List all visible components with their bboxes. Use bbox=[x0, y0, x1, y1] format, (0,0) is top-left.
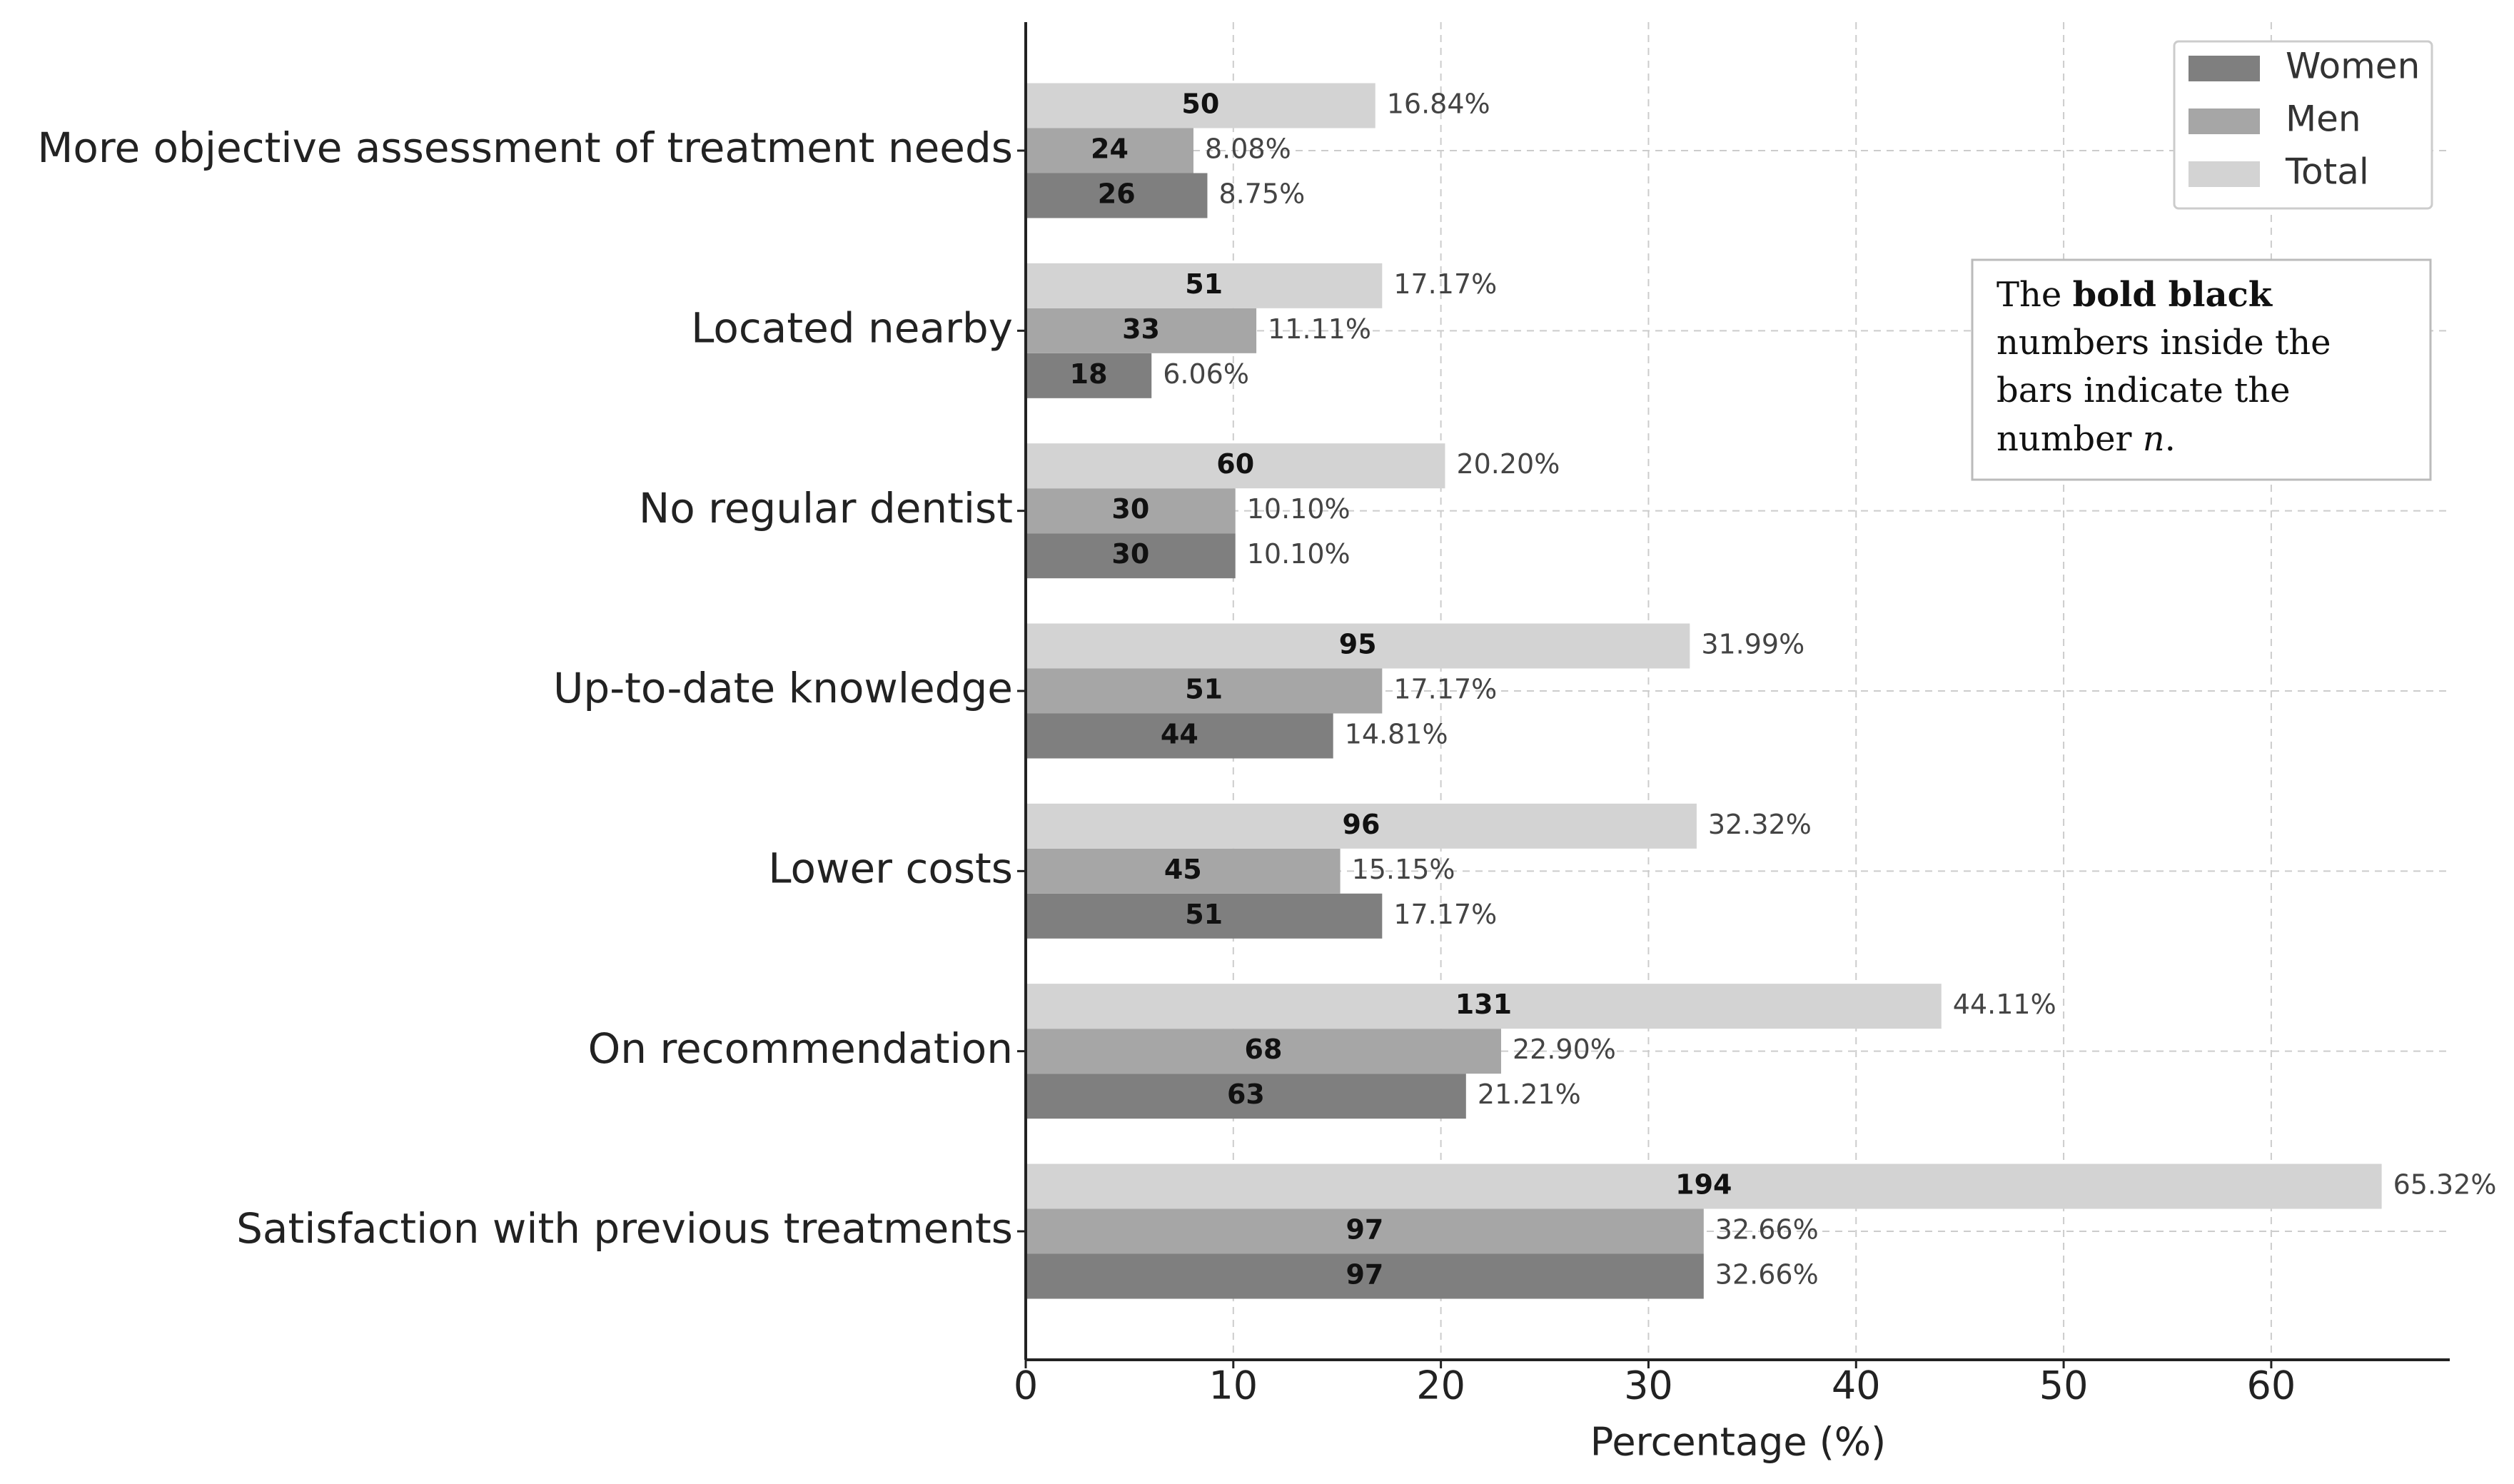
bar bbox=[1026, 1164, 2382, 1209]
legend-label: Men bbox=[2286, 99, 2361, 140]
bar bbox=[1026, 308, 1257, 353]
annotation-text: . bbox=[2165, 419, 2176, 459]
legend-swatch bbox=[2189, 108, 2260, 134]
bar bbox=[1026, 488, 1236, 534]
annotation-line: The bold black bbox=[1996, 275, 2273, 315]
bar-count: 18 bbox=[1070, 358, 1108, 390]
bar bbox=[1026, 893, 1383, 939]
bar-count: 131 bbox=[1455, 989, 1512, 1020]
bar-count: 50 bbox=[1181, 89, 1219, 120]
bar bbox=[1026, 668, 1383, 714]
annotation-line: numbers inside the bbox=[1996, 323, 2331, 363]
bar-count: 60 bbox=[1216, 448, 1254, 480]
bar-count: 51 bbox=[1185, 268, 1223, 300]
value-label: 15.15% bbox=[1352, 854, 1455, 885]
x-tick-label: 40 bbox=[1832, 1363, 1881, 1408]
y-tick-label: On recommendation bbox=[588, 1024, 1013, 1073]
value-label: 32.32% bbox=[1708, 809, 1812, 840]
bar-count: 26 bbox=[1098, 178, 1136, 210]
value-label: 10.10% bbox=[1247, 493, 1351, 525]
bar bbox=[1026, 83, 1375, 128]
legend-swatch bbox=[2189, 161, 2260, 187]
value-label: 21.21% bbox=[1478, 1079, 1581, 1110]
y-tick-label: More objective assessment of treatment n… bbox=[37, 123, 1013, 172]
value-label: 32.66% bbox=[1715, 1259, 1819, 1291]
annotation-text: numbers inside the bbox=[1996, 323, 2331, 363]
bar bbox=[1026, 263, 1383, 308]
value-label: 11.11% bbox=[1268, 313, 1371, 345]
bar bbox=[1026, 803, 1697, 849]
bar bbox=[1026, 1074, 1466, 1119]
bar-count: 24 bbox=[1091, 133, 1129, 165]
annotation-box bbox=[1971, 258, 2432, 481]
y-tick-label: Lower costs bbox=[768, 844, 1013, 892]
value-label: 65.32% bbox=[2393, 1169, 2497, 1201]
bar-count: 63 bbox=[1227, 1079, 1265, 1110]
value-label: 8.08% bbox=[1205, 133, 1291, 165]
value-label: 10.10% bbox=[1247, 538, 1351, 570]
y-tick-label: Satisfaction with previous treatments bbox=[236, 1204, 1013, 1253]
x-tick-label: 30 bbox=[1624, 1363, 1673, 1408]
bar bbox=[1026, 1253, 1704, 1299]
annotation-text: n bbox=[2143, 419, 2165, 459]
value-label: 17.17% bbox=[1393, 674, 1497, 705]
bar-count: 30 bbox=[1111, 493, 1149, 525]
x-tick-label: 60 bbox=[2247, 1363, 2296, 1408]
bar-count: 194 bbox=[1675, 1169, 1732, 1201]
annotation-text: number bbox=[1996, 419, 2143, 459]
bar bbox=[1026, 848, 1341, 894]
value-label: 17.17% bbox=[1393, 268, 1497, 300]
bar-count: 97 bbox=[1346, 1214, 1383, 1246]
bar bbox=[1026, 533, 1236, 579]
value-label: 14.81% bbox=[1345, 719, 1448, 750]
bar bbox=[1026, 1029, 1501, 1074]
bar bbox=[1026, 984, 1942, 1029]
bar-count: 97 bbox=[1346, 1259, 1383, 1291]
bar bbox=[1026, 713, 1333, 759]
bar-count: 51 bbox=[1185, 674, 1223, 705]
value-label: 16.84% bbox=[1387, 89, 1490, 120]
value-label: 32.66% bbox=[1715, 1214, 1819, 1246]
bar bbox=[1026, 443, 1445, 489]
annotation-text: bars indicate the bbox=[1996, 370, 2291, 410]
legend-label: Women bbox=[2286, 46, 2420, 87]
bar bbox=[1026, 128, 1193, 173]
y-tick-label: Located nearby bbox=[691, 303, 1013, 352]
legend-swatch bbox=[2189, 56, 2260, 81]
bar bbox=[1026, 353, 1152, 398]
value-label: 44.11% bbox=[1953, 989, 2056, 1020]
bar-count: 95 bbox=[1339, 629, 1377, 660]
bar-count: 51 bbox=[1185, 899, 1223, 930]
bar bbox=[1026, 623, 1690, 669]
bar-count: 96 bbox=[1343, 809, 1380, 840]
x-axis-label: Percentage (%) bbox=[1590, 1420, 1886, 1465]
annotation-text: bold black bbox=[2073, 275, 2273, 315]
value-label: 8.75% bbox=[1218, 178, 1305, 210]
bar-count: 30 bbox=[1111, 538, 1149, 570]
x-tick-label: 0 bbox=[1014, 1363, 1038, 1408]
legend-label: Total bbox=[2285, 151, 2369, 193]
annotation-text: The bbox=[1996, 275, 2073, 315]
value-label: 22.90% bbox=[1513, 1034, 1616, 1065]
bar bbox=[1026, 173, 1208, 218]
y-tick-label: No regular dentist bbox=[639, 484, 1013, 532]
value-label: 6.06% bbox=[1163, 358, 1249, 390]
bar-count: 44 bbox=[1161, 719, 1198, 750]
x-tick-label: 10 bbox=[1208, 1363, 1258, 1408]
value-label: 31.99% bbox=[1701, 629, 1804, 660]
bar-count: 45 bbox=[1164, 854, 1202, 885]
bar bbox=[1026, 1208, 1704, 1254]
value-label: 17.17% bbox=[1393, 899, 1497, 930]
value-label: 20.20% bbox=[1456, 448, 1560, 480]
annotation-line: bars indicate the bbox=[1996, 370, 2291, 410]
y-tick-label: Up-to-date knowledge bbox=[553, 664, 1013, 712]
annotation-line: number n. bbox=[1996, 419, 2176, 459]
x-tick-label: 20 bbox=[1416, 1363, 1465, 1408]
x-tick-label: 50 bbox=[2039, 1363, 2089, 1408]
bar-count: 68 bbox=[1245, 1034, 1283, 1065]
bar-count: 33 bbox=[1122, 313, 1160, 345]
